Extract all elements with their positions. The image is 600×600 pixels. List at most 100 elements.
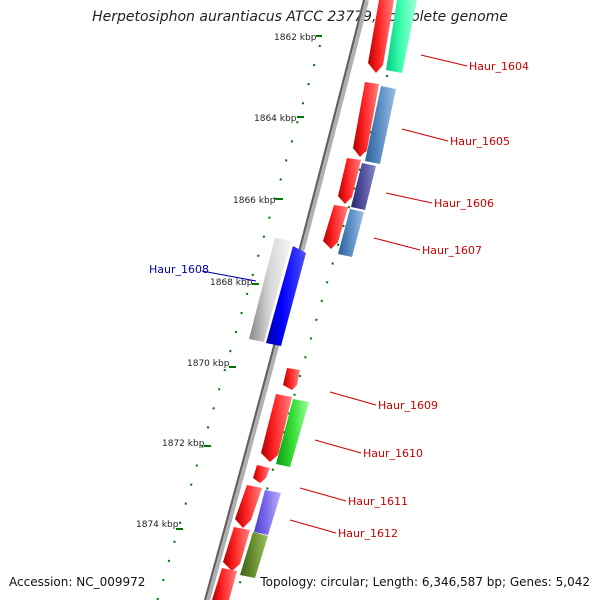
track-dot xyxy=(257,254,260,258)
track-dot xyxy=(206,426,210,429)
product-bar-teal[interactable] xyxy=(386,0,417,73)
track-dot xyxy=(190,483,193,486)
connector-line xyxy=(420,54,468,67)
track-dot xyxy=(287,412,291,415)
track-dot xyxy=(309,337,313,340)
gene-feature-reverse[interactable] xyxy=(266,246,306,346)
connector-line xyxy=(329,391,377,406)
track-dot xyxy=(173,540,176,544)
track-dot xyxy=(385,74,389,78)
gene-label-haur-1607[interactable]: Haur_1607 xyxy=(422,244,482,257)
gene-label-haur-1605[interactable]: Haur_1605 xyxy=(450,135,510,148)
track-dot xyxy=(342,224,345,228)
track-dot xyxy=(347,206,351,209)
track-dot xyxy=(184,502,187,505)
track-dot xyxy=(245,292,249,296)
track-dot xyxy=(223,368,227,372)
tick-label-1872: 1872 kbp xyxy=(162,439,205,449)
tick-label-1868: 1868 kbp xyxy=(210,278,253,288)
track-dot xyxy=(217,387,221,391)
product-bar-olive[interactable] xyxy=(240,532,268,578)
product-bar-purple[interactable] xyxy=(351,163,376,210)
gene-label-haur-1610[interactable]: Haur_1610 xyxy=(363,447,423,460)
product-bar-gray[interactable] xyxy=(249,238,291,342)
track-dot xyxy=(279,178,282,181)
track-dot xyxy=(307,82,310,86)
product-bar-lavender[interactable] xyxy=(254,490,281,535)
track-dot xyxy=(251,273,254,277)
tick-label-1864: 1864 kbp xyxy=(254,114,297,124)
track-dot xyxy=(229,349,232,353)
product-bar-green[interactable] xyxy=(276,399,309,467)
connector-line xyxy=(201,270,257,282)
track-dot xyxy=(336,243,340,246)
track-dot xyxy=(212,407,215,410)
gene-label-haur-1611[interactable]: Haur_1611 xyxy=(348,495,408,508)
connector-line xyxy=(314,439,362,454)
connector-line xyxy=(299,487,347,502)
track-dot xyxy=(268,216,271,219)
gene-label-haur-1604[interactable]: Haur_1604 xyxy=(469,60,529,73)
product-bar-steel[interactable] xyxy=(338,209,364,257)
gene-feature[interactable] xyxy=(368,0,394,73)
track-dot xyxy=(318,44,321,48)
track-dot xyxy=(298,374,302,378)
connector-line xyxy=(373,237,421,251)
tick-label-1866: 1866 kbp xyxy=(233,196,276,206)
gene-feature[interactable] xyxy=(212,568,237,600)
gene-label-haur-1612[interactable]: Haur_1612 xyxy=(338,527,398,540)
gene-label-haur-1608[interactable]: Haur_1608 xyxy=(149,263,209,276)
track-dot xyxy=(201,445,204,448)
track-dot xyxy=(315,318,318,321)
kbp-dotted-track xyxy=(156,44,321,600)
track-dot xyxy=(358,168,362,171)
track-dot xyxy=(282,431,285,434)
product-features xyxy=(240,0,417,578)
track-dot xyxy=(238,581,242,584)
connector-line xyxy=(385,192,433,204)
forward-strand-features xyxy=(212,0,394,600)
connector-line xyxy=(401,128,449,142)
gene-feature[interactable] xyxy=(323,205,348,249)
track-dot xyxy=(234,330,238,334)
track-dot xyxy=(312,63,316,67)
track-dot xyxy=(262,235,266,238)
gene-feature[interactable] xyxy=(338,158,361,204)
kbp-ticks: 1862 kbp 1864 kbp 1866 kbp 1868 kbp 1870… xyxy=(136,33,322,530)
track-dot xyxy=(273,197,277,200)
track-dot xyxy=(331,262,334,265)
track-dot xyxy=(240,311,243,315)
track-dot xyxy=(266,487,269,490)
track-dot xyxy=(290,140,294,143)
gene-feature[interactable] xyxy=(235,485,262,528)
gene-feature[interactable] xyxy=(353,82,379,157)
label-connectors xyxy=(201,54,468,534)
tick-label-1862: 1862 kbp xyxy=(274,33,317,43)
track-dot xyxy=(325,281,329,284)
track-dot xyxy=(293,393,296,396)
track-dot xyxy=(271,468,275,471)
gene-feature[interactable] xyxy=(223,527,250,571)
gene-feature[interactable] xyxy=(283,368,300,390)
accession-text: Accession: NC_009972 xyxy=(9,575,146,589)
gene-feature[interactable] xyxy=(261,394,292,462)
tick-label-1870: 1870 kbp xyxy=(187,359,230,369)
connector-line xyxy=(289,519,337,534)
product-bar-steel[interactable] xyxy=(365,86,396,164)
gene-labels: Haur_1604 Haur_1605 Haur_1606 Haur_1607 … xyxy=(149,60,529,540)
track-dot xyxy=(353,187,356,190)
track-dot xyxy=(162,578,165,582)
track-dot xyxy=(296,121,299,124)
track-dot xyxy=(195,464,199,467)
genome-stats-text: Topology: circular; Length: 6,346,587 bp… xyxy=(260,575,590,589)
track-dot xyxy=(167,559,171,563)
track-dot xyxy=(178,521,182,524)
tick-label-1874: 1874 kbp xyxy=(136,520,179,530)
gene-label-haur-1609[interactable]: Haur_1609 xyxy=(378,399,438,412)
gene-feature[interactable] xyxy=(253,465,270,483)
gene-label-haur-1606[interactable]: Haur_1606 xyxy=(434,197,494,210)
track-dot xyxy=(304,356,307,359)
track-dot xyxy=(320,299,323,303)
